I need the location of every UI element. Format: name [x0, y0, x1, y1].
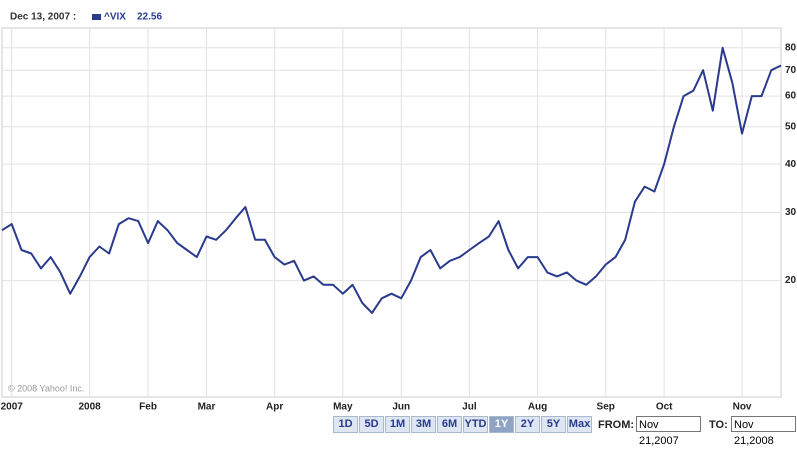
legend-name: ^VIX — [104, 12, 126, 23]
from-input[interactable]: Nov 21,2007 — [636, 416, 701, 447]
x-tick-label: 2008 — [79, 402, 102, 412]
to-input[interactable]: Nov 21,2008 — [731, 416, 796, 447]
range-button[interactable]: 5D — [359, 416, 384, 433]
y-tick-label: 80 — [785, 42, 797, 53]
x-tick-label: Sep — [597, 402, 615, 412]
range-button[interactable]: 5Y — [541, 416, 566, 433]
range-button[interactable]: 1Y — [489, 416, 514, 433]
x-tick-label: Nov — [733, 402, 752, 412]
legend-value: 22.56 — [137, 12, 162, 23]
y-tick-label: 40 — [785, 159, 797, 170]
x-tick-label: Mar — [198, 402, 216, 412]
x-tick-label: Feb — [139, 402, 157, 412]
range-button[interactable]: YTD — [463, 416, 488, 433]
x-tick-label: Oct — [656, 402, 673, 412]
hover-date: Dec 13, 2007 : — [10, 12, 76, 23]
y-tick-label: 50 — [785, 121, 797, 132]
range-button[interactable]: 1D — [333, 416, 358, 433]
x-tick-label: 2007 — [1, 402, 24, 412]
range-button[interactable]: 1M — [385, 416, 410, 433]
y-tick-label: 60 — [785, 91, 797, 102]
watermark: © 2008 Yahoo! Inc. — [8, 383, 84, 393]
price-line — [1, 46, 782, 314]
x-tick-label: Jun — [392, 402, 410, 412]
chart: Dec 13, 2007 : ^VIX 22.56 © 2008 Yahoo! … — [1, 12, 797, 412]
y-tick-label: 70 — [785, 65, 797, 76]
x-tick-label: Jul — [462, 402, 477, 412]
from-label: FROM: — [598, 419, 635, 431]
y-tick-label: 30 — [785, 207, 797, 218]
range-button[interactable]: Max — [567, 416, 592, 433]
range-button[interactable]: 3M — [411, 416, 436, 433]
x-tick-label: Aug — [528, 402, 547, 412]
to-label: TO: — [709, 419, 728, 431]
y-tick-label: 20 — [785, 275, 797, 286]
range-button[interactable]: 6M — [437, 416, 462, 433]
legend-swatch — [92, 14, 101, 20]
range-button[interactable]: 2Y — [515, 416, 540, 433]
x-tick-label: Apr — [266, 402, 283, 412]
range-buttons: 1D 5D 1M 3M 6M YTD 1Y 2Y 5Y Max — [333, 416, 592, 433]
x-tick-label: May — [333, 402, 353, 412]
